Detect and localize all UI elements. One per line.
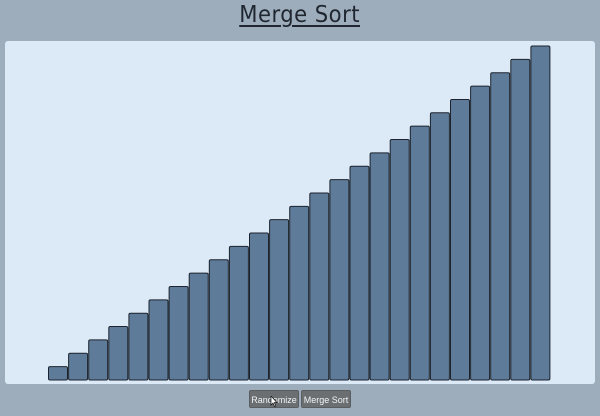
array-bar bbox=[228, 245, 249, 381]
array-bar bbox=[490, 72, 511, 381]
array-bar bbox=[48, 366, 68, 381]
array-bar bbox=[389, 139, 410, 381]
mouse-pointer-icon bbox=[270, 396, 278, 407]
array-bar bbox=[249, 232, 269, 381]
array-bar bbox=[128, 312, 149, 381]
array-bar bbox=[68, 352, 89, 381]
array-bar bbox=[208, 259, 229, 381]
array-bar bbox=[269, 219, 290, 381]
array-bar bbox=[88, 339, 109, 381]
array-bar bbox=[409, 125, 430, 381]
page-title: Merge Sort bbox=[239, 2, 361, 28]
bar-visualization-panel bbox=[5, 41, 595, 384]
bars-canvas bbox=[48, 45, 551, 381]
array-bar bbox=[108, 326, 129, 381]
array-bar bbox=[309, 192, 330, 381]
array-bar bbox=[188, 272, 209, 381]
header: Merge Sort bbox=[0, 0, 600, 38]
array-bar bbox=[510, 58, 531, 381]
array-bar bbox=[450, 98, 470, 381]
controls-bar: Randomize Merge Sort bbox=[0, 390, 600, 408]
array-bar bbox=[470, 85, 491, 381]
merge-sort-button[interactable]: Merge Sort bbox=[301, 390, 351, 408]
array-bar bbox=[148, 299, 169, 381]
array-bar bbox=[530, 45, 551, 381]
array-bar bbox=[329, 179, 350, 381]
array-bar bbox=[429, 112, 450, 381]
array-bar bbox=[168, 285, 189, 381]
array-bar bbox=[289, 205, 310, 381]
array-bar bbox=[369, 152, 390, 381]
array-bar bbox=[349, 165, 370, 381]
